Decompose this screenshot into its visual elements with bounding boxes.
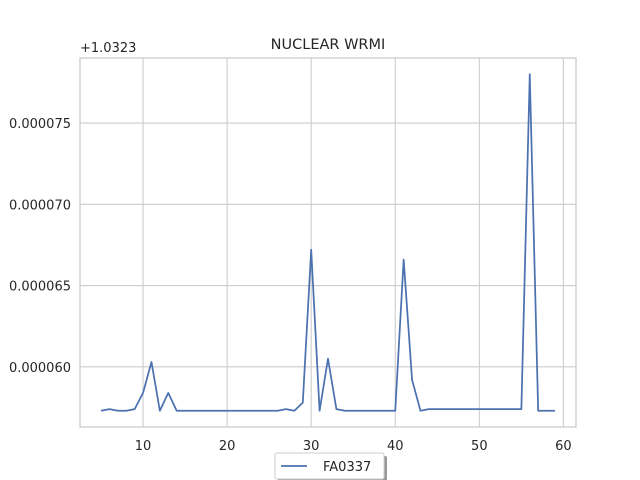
x-tick-label: 20 xyxy=(219,439,236,454)
y-tick-label: 0.000075 xyxy=(9,117,71,132)
legend-box xyxy=(274,452,385,480)
x-tick-label: 30 xyxy=(303,439,320,454)
x-tick-label: 60 xyxy=(555,439,572,454)
y-tick-label: 0.000070 xyxy=(9,198,71,213)
axes-frame xyxy=(79,57,577,428)
series-line xyxy=(100,73,555,412)
legend-label: FA0337 xyxy=(323,460,371,475)
y-tick-label: 0.000065 xyxy=(9,280,71,295)
x-axis: 10 20 30 40 50 60 xyxy=(135,439,572,454)
chart-title: NUCLEAR WRMI xyxy=(271,37,386,53)
y-tick-label: 0.000060 xyxy=(9,361,71,376)
x-tick-label: 10 xyxy=(135,439,152,454)
x-tick-label: 40 xyxy=(387,439,404,454)
plot-area xyxy=(100,73,555,412)
legend: FA0337 xyxy=(274,452,387,480)
grid-lines xyxy=(79,57,577,428)
y-axis: 0.000060 0.000065 0.000070 0.000075 xyxy=(9,117,71,376)
y-offset-label: +1.0323 xyxy=(80,41,136,56)
x-tick-label: 50 xyxy=(471,439,488,454)
